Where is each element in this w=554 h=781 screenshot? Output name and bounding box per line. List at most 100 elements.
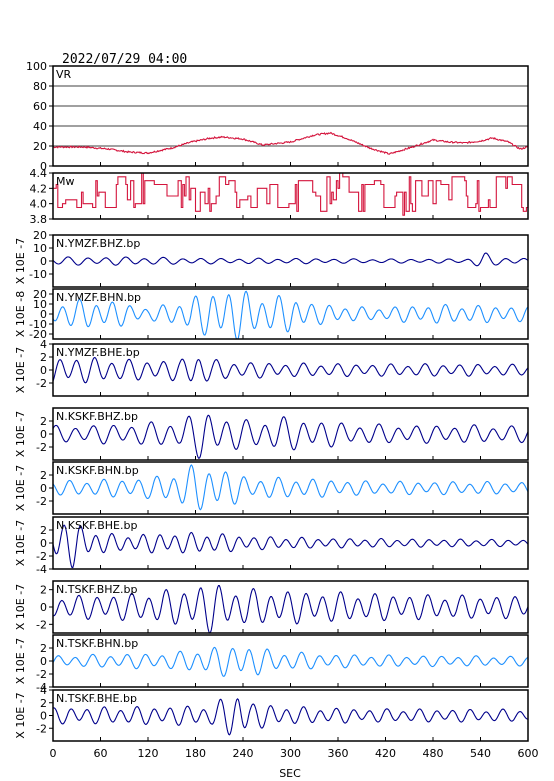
x-tick-label: 60 (94, 747, 108, 760)
y-tick-label: 40 (33, 120, 47, 133)
series-line (52, 131, 529, 155)
panel-9: -2 0 2 N.TSKF.BHZ.bp X 10E -7 (14, 580, 529, 634)
panel-name: N.TSKF.BHN.bp (56, 637, 138, 650)
panel-6: -202 N.KSKF.BHZ.bp X 10E -7 (14, 407, 529, 461)
x-axis: 0 60 120 180 240 300 360 420 480 540 600 (50, 747, 539, 760)
y-tick-label: 2 (40, 469, 47, 482)
y-tick-label: 0 (40, 428, 47, 441)
panels-group: 020406080100VR3.84.04.24.4Mw-1001020N.YM… (14, 60, 529, 742)
y-tick-label: 2 (40, 584, 47, 597)
y-tick-label: 0 (40, 255, 47, 268)
y-axis-label: X 10E -7 (14, 692, 27, 738)
panel-name: N.YMZF.BHZ.bp (56, 237, 140, 250)
panel-name: N.YMZF.BHN.bp (56, 291, 141, 304)
panel-name: N.KSKF.BHN.bp (56, 464, 139, 477)
x-tick-label: 300 (280, 747, 301, 760)
y-tick-label: 2 (40, 697, 47, 710)
x-tick-label: 180 (185, 747, 206, 760)
y-axis-label: X 10E -7 (14, 465, 27, 511)
panel-name: N.YMZF.BHE.bp (56, 346, 140, 359)
series-line (52, 290, 529, 340)
y-axis-label: X 10E -7 (14, 347, 27, 393)
y-tick-label: 2 (40, 351, 47, 364)
panel-name: N.TSKF.BHE.bp (56, 692, 137, 705)
y-tick-label: 2 (40, 524, 47, 537)
x-tick-label: 240 (233, 747, 254, 760)
y-tick-label: -2 (36, 618, 47, 631)
y-tick-label: 20 (33, 229, 47, 242)
x-tick-label: 420 (375, 747, 396, 760)
y-tick-label: 4.4 (30, 167, 48, 180)
y-tick-label: -10 (29, 268, 47, 281)
y-tick-label: 60 (33, 100, 47, 113)
series-line (53, 172, 529, 216)
y-tick-label: 0 (40, 160, 47, 173)
y-axis-label: X 10E -7 (14, 638, 27, 684)
y-tick-label: -4 (36, 681, 47, 694)
panel-name: Mw (56, 175, 75, 188)
y-tick-label: 100 (26, 60, 47, 73)
y-tick-label: -10 (29, 318, 47, 331)
y-tick-label: 0 (40, 364, 47, 377)
x-tick-label: 0 (50, 747, 57, 760)
y-tick-label: 0 (40, 710, 47, 723)
x-tick-label: 480 (423, 747, 444, 760)
y-tick-label: 4.0 (30, 198, 48, 211)
figure-title: 2022/07/29 04:00 (62, 52, 187, 67)
y-axis-label: X 10E -7 (14, 584, 27, 630)
series-line (52, 464, 529, 511)
panel-10: -4-202 N.TSKF.BHN.bp X 10E -7 (14, 634, 529, 694)
y-tick-label: 10 (33, 298, 47, 311)
panel-7: -202 N.KSKF.BHN.bp X 10E -7 (14, 461, 529, 515)
series-line (52, 646, 529, 677)
y-tick-label: -20 (29, 328, 47, 341)
series-line (52, 414, 529, 459)
y-axis-label: X 10E -7 (14, 238, 27, 284)
y-tick-label: 20 (33, 288, 47, 301)
y-tick-label: -2 (36, 495, 47, 508)
y-tick-label: 20 (33, 140, 47, 153)
y-tick-label: -2 (36, 377, 47, 390)
panel-name: N.KSKF.BHE.bp (56, 519, 137, 532)
panel-name: N.KSKF.BHZ.bp (56, 410, 138, 423)
y-tick-label: -2 (36, 668, 47, 681)
x-tick-label: 120 (138, 747, 159, 760)
y-tick-label: 4 (40, 338, 47, 351)
y-tick-label: 0 (40, 601, 47, 614)
series-line (52, 357, 529, 384)
y-tick-label: 4.2 (30, 182, 48, 195)
x-tick-label: 540 (470, 747, 491, 760)
series-line (52, 524, 529, 569)
x-tick-label: 360 (328, 747, 349, 760)
y-tick-label: 0 (40, 655, 47, 668)
y-tick-label: -2 (36, 550, 47, 563)
y-tick-label: -2 (36, 722, 47, 735)
panel-1: 0 20 40 60 80 100 VR (26, 60, 529, 173)
series-line (52, 252, 529, 267)
series-line (52, 585, 529, 634)
y-axis-label: X 10E -8 (14, 291, 27, 337)
panel-name: VR (56, 68, 72, 81)
x-tick-label: 600 (518, 747, 539, 760)
panel-2: 3.8 4.0 4.2 4.4 Mw (30, 167, 529, 226)
y-tick-label: 80 (33, 80, 47, 93)
y-tick-label: 2 (40, 642, 47, 655)
y-tick-label: 3.8 (30, 213, 48, 226)
y-tick-label: 0 (40, 537, 47, 550)
panel-frame (52, 172, 529, 220)
y-tick-label: 0 (40, 308, 47, 321)
y-axis-label: X 10E -7 (14, 520, 27, 566)
panel-8: -4-202 N.KSKF.BHE.bp X 10E -7 (14, 516, 529, 576)
y-tick-label: 4 (40, 684, 47, 697)
y-tick-label: -2 (36, 441, 47, 454)
y-tick-label: -4 (36, 563, 47, 576)
y-tick-label: 2 (40, 415, 47, 428)
y-tick-label: 0 (40, 482, 47, 495)
panel-name: N.TSKF.BHZ.bp (56, 583, 138, 596)
y-axis-label: X 10E -7 (14, 411, 27, 457)
